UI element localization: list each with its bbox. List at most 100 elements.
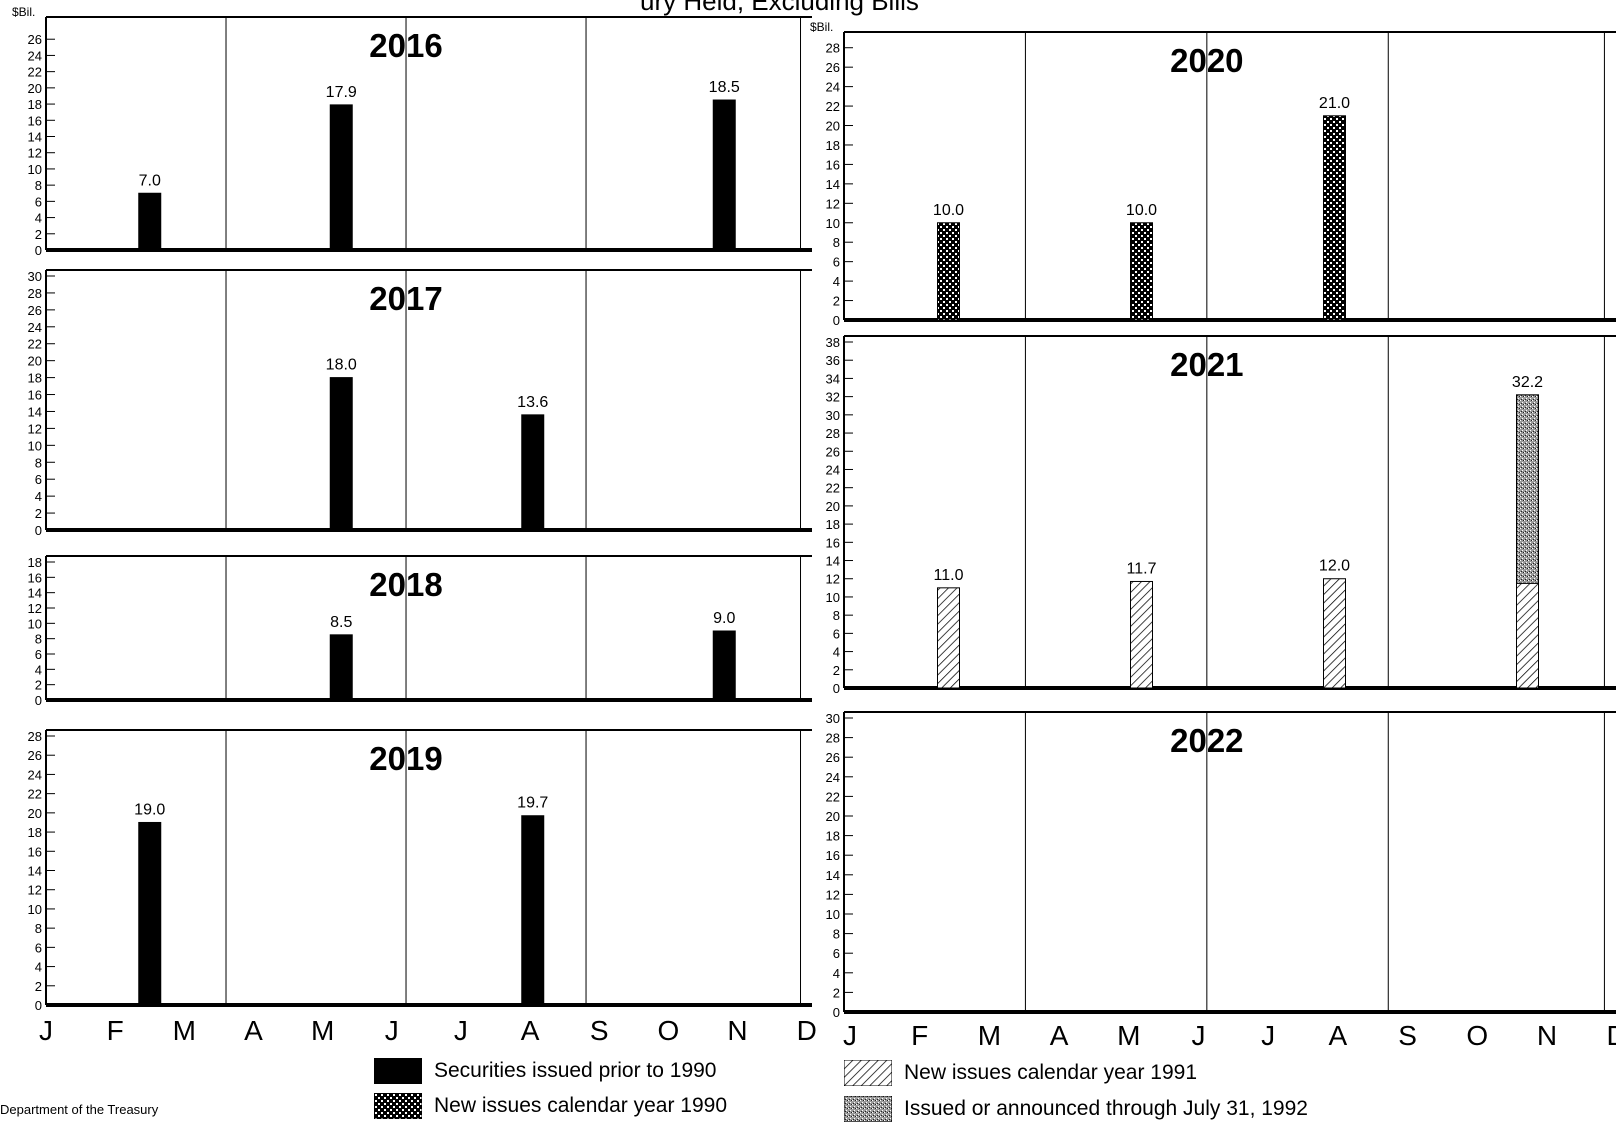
data-label: 13.6 <box>517 394 548 411</box>
right-month-label: M <box>978 1020 1001 1051</box>
y-tick-label: 14 <box>28 586 42 601</box>
y-tick-label: 14 <box>826 868 840 883</box>
y-tick-label: 8 <box>35 455 42 470</box>
y-tick-label: 10 <box>28 902 42 917</box>
y-tick-label: 20 <box>826 499 840 514</box>
y-tick-label: 6 <box>35 647 42 662</box>
right-month-label: J <box>1191 1020 1205 1051</box>
right-month-label: N <box>1537 1020 1557 1051</box>
y-tick-label: 32 <box>826 390 840 405</box>
y-tick-label: 24 <box>28 48 42 63</box>
y-tick-label: 20 <box>826 809 840 824</box>
y-tick-label: 0 <box>35 693 42 708</box>
right-month-label: D <box>1607 1020 1616 1051</box>
y-tick-label: 10 <box>28 162 42 177</box>
y-tick-label: 30 <box>826 408 840 423</box>
left-month-label: F <box>107 1015 124 1046</box>
legend-label-new1990: New issues calendar year 1990 <box>434 1094 727 1117</box>
y-tick-label: 18 <box>28 555 42 570</box>
y-tick-label: 14 <box>28 864 42 879</box>
bar-new1990 <box>937 222 960 321</box>
y-tick-label: 2 <box>833 663 840 678</box>
y-tick-label: 14 <box>826 177 840 192</box>
y-tick-label: 18 <box>28 371 42 386</box>
y-tick-label: 24 <box>28 767 42 782</box>
data-label: 18.5 <box>709 79 740 96</box>
y-tick-label: 26 <box>826 60 840 75</box>
data-label: 12.0 <box>1319 558 1350 575</box>
bar-prior1990 <box>138 192 162 251</box>
y-tick-label: 14 <box>28 130 42 145</box>
panel-title: 2017 <box>369 280 442 317</box>
y-tick-label: 10 <box>28 438 42 453</box>
legend-swatch-new1991 <box>844 1060 892 1086</box>
right-month-label: M <box>1117 1020 1140 1051</box>
bar-prior1990 <box>712 99 736 251</box>
left-month-label: M <box>311 1015 334 1046</box>
bar-prior1990 <box>712 630 736 701</box>
y-tick-label: 18 <box>826 138 840 153</box>
panel-title: 2020 <box>1170 42 1243 79</box>
y-tick-label: 30 <box>826 711 840 726</box>
bar-prior1990 <box>521 815 545 1006</box>
y-tick-label: 16 <box>28 844 42 859</box>
y-tick-label: 14 <box>826 554 840 569</box>
y-unit-label: $Bil. <box>12 5 35 19</box>
y-tick-label: 0 <box>833 681 840 696</box>
y-tick-label: 26 <box>826 444 840 459</box>
y-tick-label: 8 <box>833 608 840 623</box>
y-tick-label: 4 <box>833 966 840 981</box>
y-tick-label: 14 <box>28 404 42 419</box>
bar-new1990 <box>1130 222 1153 321</box>
y-tick-label: 26 <box>826 750 840 765</box>
y-tick-label: 6 <box>35 940 42 955</box>
y-tick-label: 16 <box>28 388 42 403</box>
y-tick-label: 20 <box>28 806 42 821</box>
y-tick-label: 26 <box>28 303 42 318</box>
right-month-label: J <box>843 1020 857 1051</box>
data-label: 21.0 <box>1319 95 1350 112</box>
y-tick-label: 4 <box>833 645 840 660</box>
y-tick-label: 16 <box>28 570 42 585</box>
bar-prior1990 <box>138 821 162 1006</box>
y-tick-label: 28 <box>28 286 42 301</box>
y-tick-label: 2 <box>833 294 840 309</box>
y-tick-label: 22 <box>28 787 42 802</box>
y-tick-label: 12 <box>826 572 840 587</box>
bar-new1991 <box>1130 580 1153 689</box>
y-tick-label: 20 <box>28 81 42 96</box>
y-tick-label: 22 <box>28 337 42 352</box>
right-month-label: A <box>1329 1020 1348 1051</box>
y-tick-label: 10 <box>826 590 840 605</box>
panel-title: 2019 <box>369 740 442 777</box>
legend-label-new1991: New issues calendar year 1991 <box>904 1061 1197 1084</box>
bar-prior1990 <box>329 634 353 701</box>
y-tick-label: 18 <box>28 825 42 840</box>
bar-prior1990 <box>329 104 353 251</box>
right-month-label: F <box>911 1020 928 1051</box>
data-label: 7.0 <box>139 172 161 189</box>
right-month-label: J <box>1261 1020 1275 1051</box>
y-tick-label: 24 <box>826 462 840 477</box>
data-label: 19.0 <box>134 801 165 818</box>
bar-new1991 <box>937 587 960 689</box>
data-label: 17.9 <box>326 84 357 101</box>
y-tick-label: 16 <box>826 535 840 550</box>
panel-title: 2021 <box>1170 346 1243 383</box>
legend-item-announced1992: Issued or announced through July 31, 199… <box>844 1096 1308 1122</box>
data-label: 32.2 <box>1512 374 1543 391</box>
panel-title: 2018 <box>369 566 442 603</box>
y-tick-label: 22 <box>826 99 840 114</box>
data-label: 8.5 <box>330 614 352 631</box>
chart-title: ury Held, Excluding Bills <box>640 0 919 16</box>
y-tick-label: 38 <box>826 335 840 350</box>
legend-label-prior1990: Securities issued prior to 1990 <box>434 1059 717 1082</box>
y-tick-label: 20 <box>28 354 42 369</box>
y-tick-label: 18 <box>826 517 840 532</box>
y-tick-label: 18 <box>28 97 42 112</box>
y-tick-label: 20 <box>826 119 840 134</box>
legend-label-announced1992: Issued or announced through July 31, 199… <box>904 1097 1308 1120</box>
